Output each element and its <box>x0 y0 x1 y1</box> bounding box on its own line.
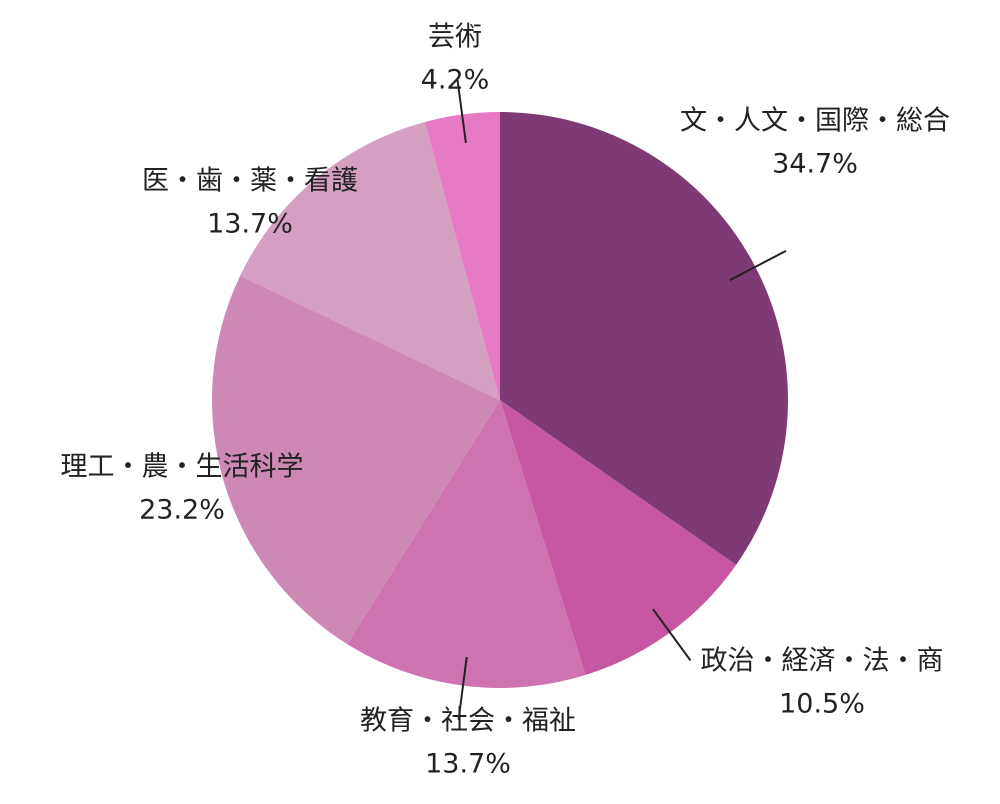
pie-slice <box>500 400 737 676</box>
leader-line <box>729 249 787 282</box>
pie-slice <box>424 112 500 400</box>
slice-label: 医・歯・薬・看護 <box>142 166 358 197</box>
slice-label: 芸術 <box>428 22 482 53</box>
slice-label: 教育・社会・福祉 <box>360 706 576 737</box>
value-label: 10.5% <box>779 689 865 720</box>
value-label: 13.7% <box>425 749 511 780</box>
leader-line <box>457 656 468 721</box>
leader-line <box>652 608 692 661</box>
leader-line <box>456 80 467 144</box>
pie-slice <box>500 112 789 565</box>
value-label: 23.2% <box>139 495 225 526</box>
slice-label: 文・人文・国際・総合 <box>680 106 950 137</box>
value-label: 13.7% <box>207 209 293 240</box>
value-label: 4.2% <box>421 65 490 96</box>
slice-label: 政治・経済・法・商 <box>701 646 944 677</box>
pie-slice <box>211 275 500 645</box>
value-label: 34.7% <box>772 149 858 180</box>
pie-slice <box>347 400 586 688</box>
slice-label: 理工・農・生活科学 <box>61 452 304 483</box>
pie-slice <box>240 121 500 400</box>
